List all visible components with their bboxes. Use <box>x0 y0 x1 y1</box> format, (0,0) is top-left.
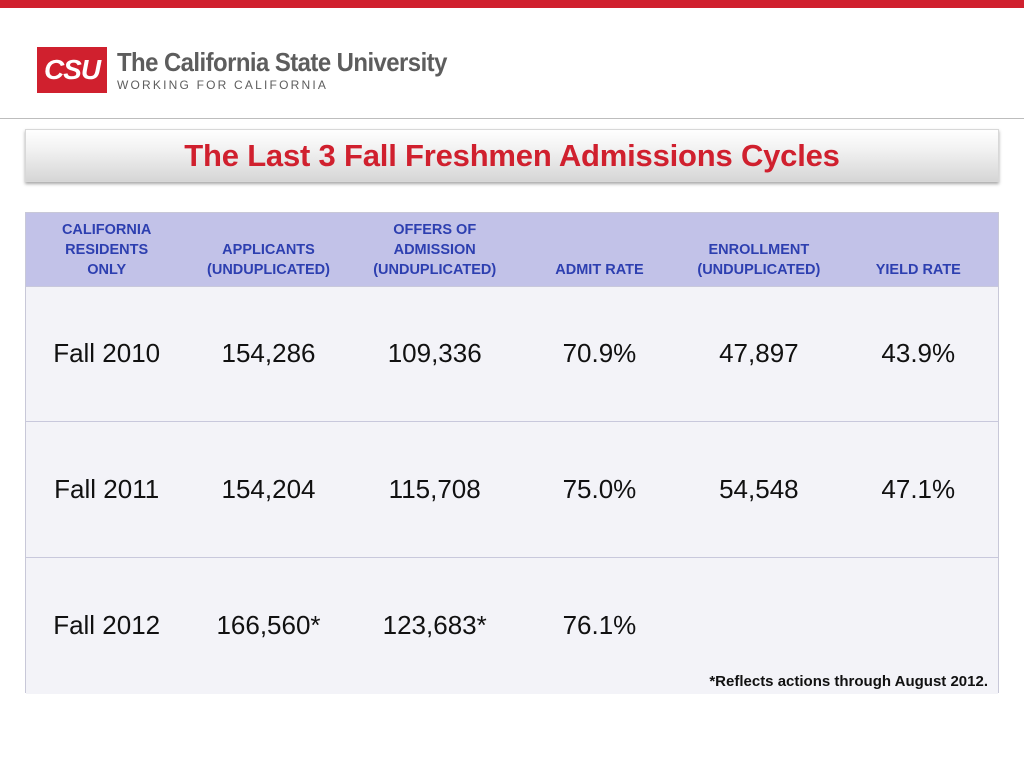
column-header-enrollment: ENROLLMENT (UNDUPLICATED) <box>697 241 821 278</box>
top-accent-bar <box>0 0 1024 8</box>
admit-rate-cell: 70.9% <box>562 338 637 368</box>
column-header-offers: OFFERS OF ADMISSION (UNDUPLICATED) <box>373 221 497 278</box>
csu-logo-wordmark: The California State University WORKING … <box>117 48 476 92</box>
offers-cell: 123,683* <box>382 610 487 641</box>
term-cell: Fall 2012 <box>53 610 161 641</box>
column-header-applicants: APPLICANTS (UNDUPLICATED) <box>207 241 330 278</box>
term-cell: Fall 2010 <box>53 338 161 368</box>
logo-tagline: WORKING FOR CALIFORNIA <box>117 78 329 92</box>
page-title: The Last 3 Fall Freshmen Admissions Cycl… <box>184 137 840 173</box>
column-header-admit-rate: ADMIT RATE <box>555 261 644 278</box>
column-header-yield-rate: YIELD RATE <box>875 261 961 278</box>
table-row: Fall 2010 154,286 109,336 70.9% 47,897 4… <box>26 286 998 421</box>
applicants-cell: 166,560* <box>216 610 321 641</box>
admit-rate-cell: 75.0% <box>562 473 637 504</box>
column-header-residents: CALIFORNIA RESIDENTS ONLY <box>61 221 152 278</box>
applicants-cell: 154,286 <box>221 338 316 368</box>
table-row: Fall 2012 166,560* 123,683* 76.1% <box>26 557 998 694</box>
applicants-cell: 154,204 <box>221 473 316 504</box>
yield-rate-cell: 47.1% <box>881 473 956 504</box>
offers-cell: 115,708 <box>388 473 481 504</box>
title-banner: The Last 3 Fall Freshmen Admissions Cycl… <box>25 129 999 182</box>
csu-logo: CSU The California State University WORK… <box>37 46 476 94</box>
admissions-table: CALIFORNIA RESIDENTS ONLY APPLICANTS (UNDUP… <box>25 212 999 694</box>
enrollment-cell: 47,897 <box>719 338 799 368</box>
table-row: Fall 2011 154,204 115,708 75.0% 54,548 4… <box>26 421 998 557</box>
table-footnote: *Reflects actions through August 2012. <box>709 673 988 690</box>
header-divider <box>0 118 1024 119</box>
csu-logo-mark: CSU <box>37 47 107 93</box>
yield-rate-cell: 43.9% <box>881 338 956 368</box>
table-header-row: CALIFORNIA RESIDENTS ONLY APPLICANTS (UNDUP… <box>26 213 998 286</box>
logo-name: The California State University <box>117 47 447 77</box>
offers-cell: 109,336 <box>387 338 482 368</box>
term-cell: Fall 2011 <box>54 473 160 504</box>
admit-rate-cell: 76.1% <box>562 610 637 641</box>
enrollment-cell: 54,548 <box>719 473 799 504</box>
